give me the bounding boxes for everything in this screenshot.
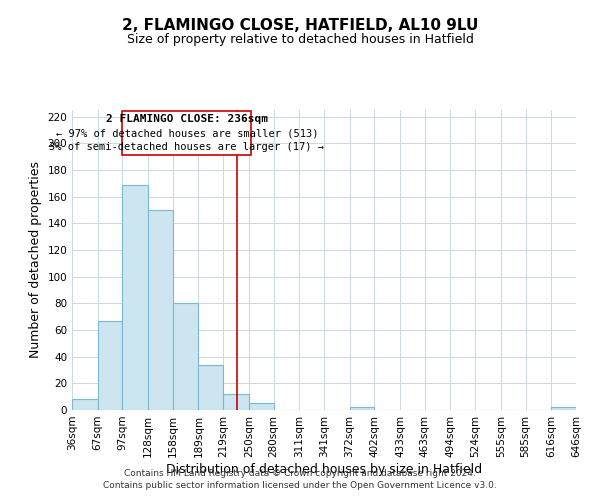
Bar — [249, 404, 274, 410]
Bar — [551, 408, 576, 410]
Text: ← 97% of detached houses are smaller (513): ← 97% of detached houses are smaller (51… — [56, 128, 318, 138]
Text: Contains HM Land Registry data © Crown copyright and database right 2024.: Contains HM Land Registry data © Crown c… — [124, 468, 476, 477]
Bar — [98, 320, 122, 410]
Bar — [173, 304, 199, 410]
Bar — [122, 184, 148, 410]
Bar — [350, 408, 374, 410]
Y-axis label: Number of detached properties: Number of detached properties — [29, 162, 42, 358]
Bar — [199, 364, 223, 410]
Text: Contains public sector information licensed under the Open Government Licence v3: Contains public sector information licen… — [103, 481, 497, 490]
Bar — [223, 394, 249, 410]
Text: 3% of semi-detached houses are larger (17) →: 3% of semi-detached houses are larger (1… — [49, 142, 325, 152]
Text: 2, FLAMINGO CLOSE, HATFIELD, AL10 9LU: 2, FLAMINGO CLOSE, HATFIELD, AL10 9LU — [122, 18, 478, 32]
Bar — [148, 210, 173, 410]
X-axis label: Distribution of detached houses by size in Hatfield: Distribution of detached houses by size … — [166, 462, 482, 475]
FancyBboxPatch shape — [122, 112, 251, 156]
Text: 2 FLAMINGO CLOSE: 236sqm: 2 FLAMINGO CLOSE: 236sqm — [106, 114, 268, 124]
Bar — [72, 400, 98, 410]
Text: Size of property relative to detached houses in Hatfield: Size of property relative to detached ho… — [127, 32, 473, 46]
